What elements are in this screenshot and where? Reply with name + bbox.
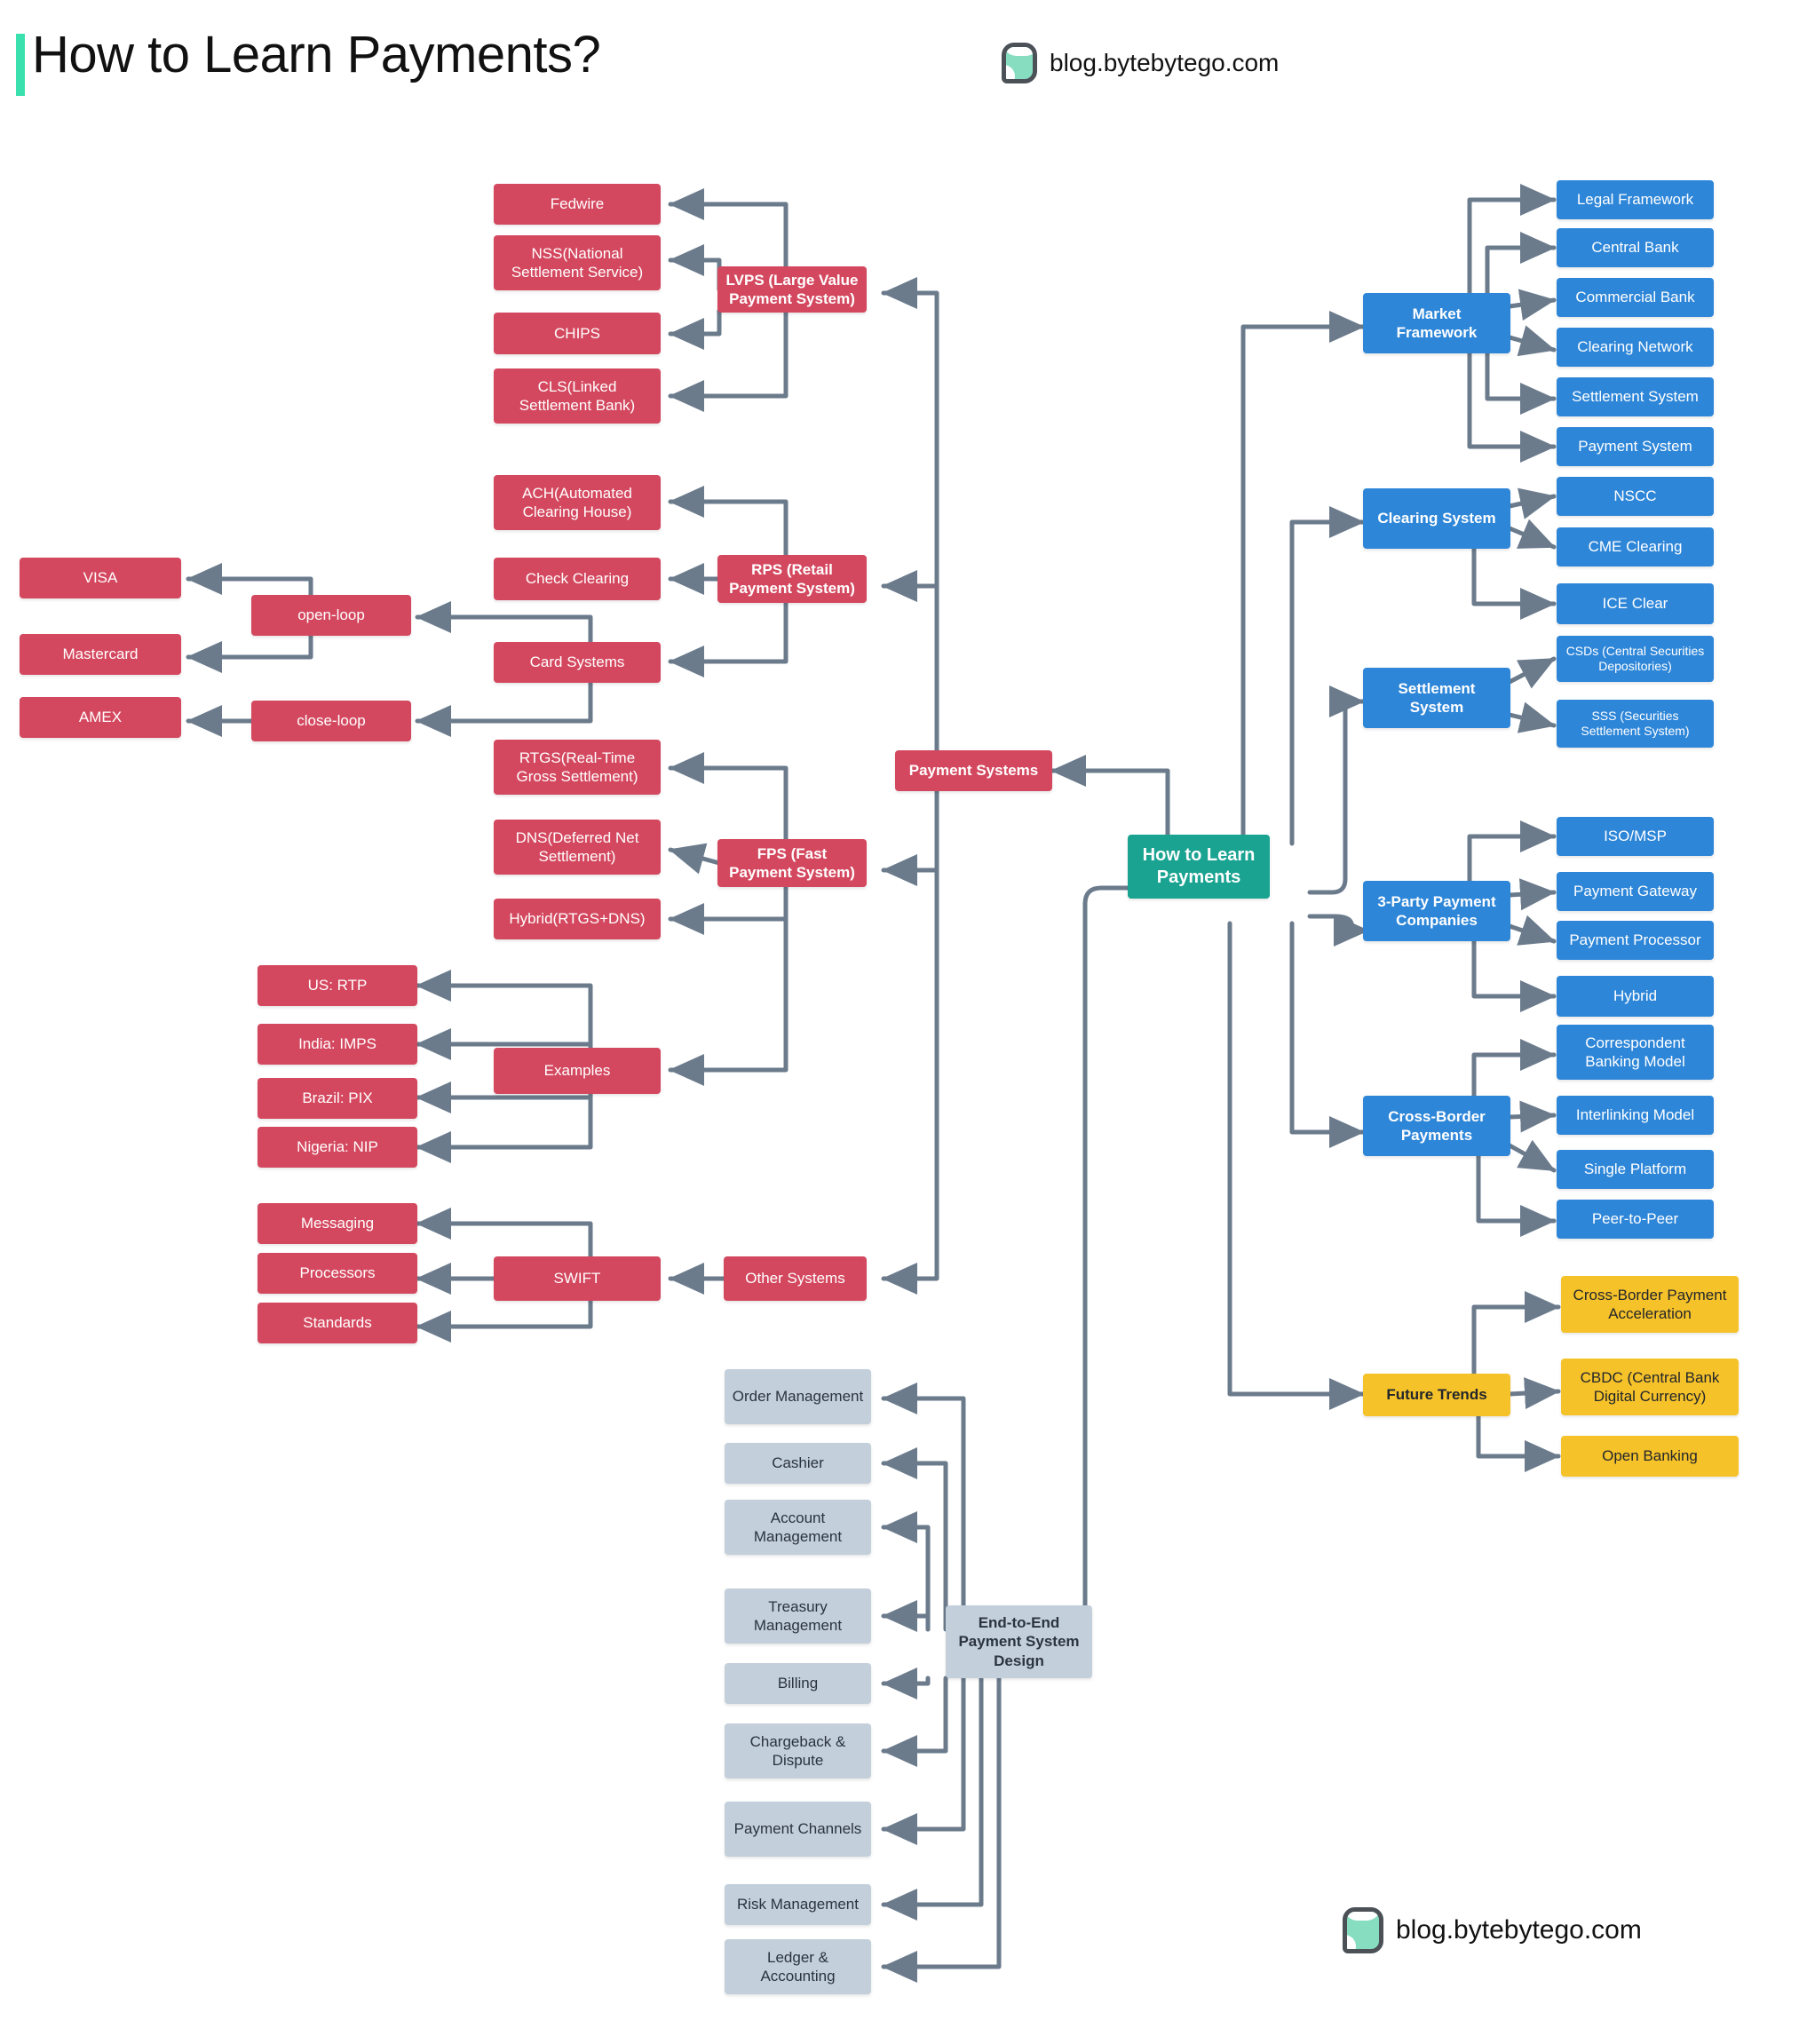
brand-bottom: blog.bytebytego.com <box>1343 1907 1642 1953</box>
node-cross-border-payments[interactable]: Cross-Border Payments <box>1363 1096 1510 1156</box>
node-iso-msp[interactable]: ISO/MSP <box>1557 817 1714 856</box>
node-nigeria-nip[interactable]: Nigeria: NIP <box>258 1127 417 1168</box>
node-correspondent-banking-model[interactable]: Correspondent Banking Model <box>1557 1025 1714 1080</box>
node-card-systems[interactable]: Card Systems <box>494 642 661 683</box>
node-payment-system-mf[interactable]: Payment System <box>1557 427 1714 466</box>
node-visa[interactable]: VISA <box>20 558 181 598</box>
bytebytego-logo-icon <box>1343 1907 1383 1953</box>
node-order-management[interactable]: Order Management <box>725 1369 871 1424</box>
node-open-loop[interactable]: open-loop <box>251 595 411 636</box>
node-nscc[interactable]: NSCC <box>1557 477 1714 516</box>
node-hybrid-rtgs-dns[interactable]: Hybrid(RTGS+DNS) <box>494 899 661 939</box>
node-legal-framework[interactable]: Legal Framework <box>1557 180 1714 219</box>
node-ach[interactable]: ACH(Automated Clearing House) <box>494 475 661 530</box>
node-lvps[interactable]: LVPS (Large Value Payment System) <box>717 266 867 313</box>
node-chargeback-dispute[interactable]: Chargeback & Dispute <box>725 1723 871 1779</box>
node-hybrid[interactable]: Hybrid <box>1557 976 1714 1017</box>
node-market-framework[interactable]: Market Framework <box>1363 293 1510 353</box>
brand-bottom-label: blog.bytebytego.com <box>1396 1915 1642 1945</box>
node-3-party-payment-companies[interactable]: 3-Party Payment Companies <box>1363 881 1510 941</box>
node-nss[interactable]: NSS(National Settlement Service) <box>494 235 661 290</box>
node-payment-channels[interactable]: Payment Channels <box>725 1802 871 1857</box>
node-check-clearing[interactable]: Check Clearing <box>494 558 661 600</box>
node-account-management[interactable]: Account Management <box>725 1500 871 1555</box>
node-single-platform[interactable]: Single Platform <box>1557 1150 1714 1189</box>
node-cashier[interactable]: Cashier <box>725 1443 871 1484</box>
node-cls[interactable]: CLS(Linked Settlement Bank) <box>494 368 661 424</box>
node-close-loop[interactable]: close-loop <box>251 701 411 741</box>
node-root-how-to-learn-payments[interactable]: How to Learn Payments <box>1128 835 1270 899</box>
node-chips[interactable]: CHIPS <box>494 313 661 354</box>
node-india-imps[interactable]: India: IMPS <box>258 1024 417 1065</box>
node-open-banking[interactable]: Open Banking <box>1561 1436 1739 1477</box>
node-commercial-bank[interactable]: Commercial Bank <box>1557 278 1714 317</box>
node-dns[interactable]: DNS(Deferred Net Settlement) <box>494 820 661 875</box>
node-settlement-system-mf[interactable]: Settlement System <box>1557 377 1714 416</box>
bytebytego-logo-icon <box>1002 43 1037 83</box>
node-fedwire[interactable]: Fedwire <box>494 184 661 225</box>
node-ice-clear[interactable]: ICE Clear <box>1557 583 1714 624</box>
node-mastercard[interactable]: Mastercard <box>20 634 181 675</box>
node-us-rtp[interactable]: US: RTP <box>258 965 417 1006</box>
node-fps[interactable]: FPS (Fast Payment System) <box>717 839 867 887</box>
node-payment-gateway[interactable]: Payment Gateway <box>1557 872 1714 911</box>
node-risk-management[interactable]: Risk Management <box>725 1884 871 1925</box>
node-future-trends[interactable]: Future Trends <box>1363 1374 1510 1416</box>
node-payment-systems[interactable]: Payment Systems <box>895 750 1052 791</box>
node-rtgs[interactable]: RTGS(Real-Time Gross Settlement) <box>494 740 661 795</box>
node-cbdc[interactable]: CBDC (Central Bank Digital Currency) <box>1561 1359 1739 1415</box>
node-brazil-pix[interactable]: Brazil: PIX <box>258 1078 417 1119</box>
node-clearing-network[interactable]: Clearing Network <box>1557 328 1714 367</box>
node-other-systems[interactable]: Other Systems <box>724 1256 867 1301</box>
node-sss[interactable]: SSS (Securities Settlement System) <box>1557 700 1714 748</box>
node-messaging[interactable]: Messaging <box>258 1203 417 1244</box>
node-rps[interactable]: RPS (Retail Payment System) <box>717 555 867 603</box>
node-e2e-payment-system-design[interactable]: End-to-End Payment System Design <box>946 1605 1092 1678</box>
node-payment-processor[interactable]: Payment Processor <box>1557 921 1714 960</box>
node-cme-clearing[interactable]: CME Clearing <box>1557 527 1714 566</box>
node-examples[interactable]: Examples <box>494 1048 661 1094</box>
node-ledger-accounting[interactable]: Ledger & Accounting <box>725 1939 871 1994</box>
node-processors[interactable]: Processors <box>258 1253 417 1294</box>
node-peer-to-peer[interactable]: Peer-to-Peer <box>1557 1200 1714 1239</box>
brand-top: blog.bytebytego.com <box>1002 43 1279 83</box>
node-billing[interactable]: Billing <box>725 1663 871 1704</box>
node-amex[interactable]: AMEX <box>20 697 181 738</box>
node-clearing-system[interactable]: Clearing System <box>1363 488 1510 549</box>
node-central-bank[interactable]: Central Bank <box>1557 228 1714 267</box>
node-cross-border-payment-acceleration[interactable]: Cross-Border Payment Acceleration <box>1561 1276 1739 1333</box>
page-title: How to Learn Payments? <box>32 26 601 83</box>
node-csds[interactable]: CSDs (Central Securities Depositories) <box>1557 636 1714 682</box>
node-standards[interactable]: Standards <box>258 1303 417 1343</box>
node-settlement-system[interactable]: Settlement System <box>1363 668 1510 728</box>
title-accent-bar <box>16 34 25 96</box>
node-interlinking-model[interactable]: Interlinking Model <box>1557 1096 1714 1135</box>
node-swift[interactable]: SWIFT <box>494 1256 661 1301</box>
brand-top-label: blog.bytebytego.com <box>1050 49 1280 76</box>
node-treasury-management[interactable]: Treasury Management <box>725 1588 871 1644</box>
